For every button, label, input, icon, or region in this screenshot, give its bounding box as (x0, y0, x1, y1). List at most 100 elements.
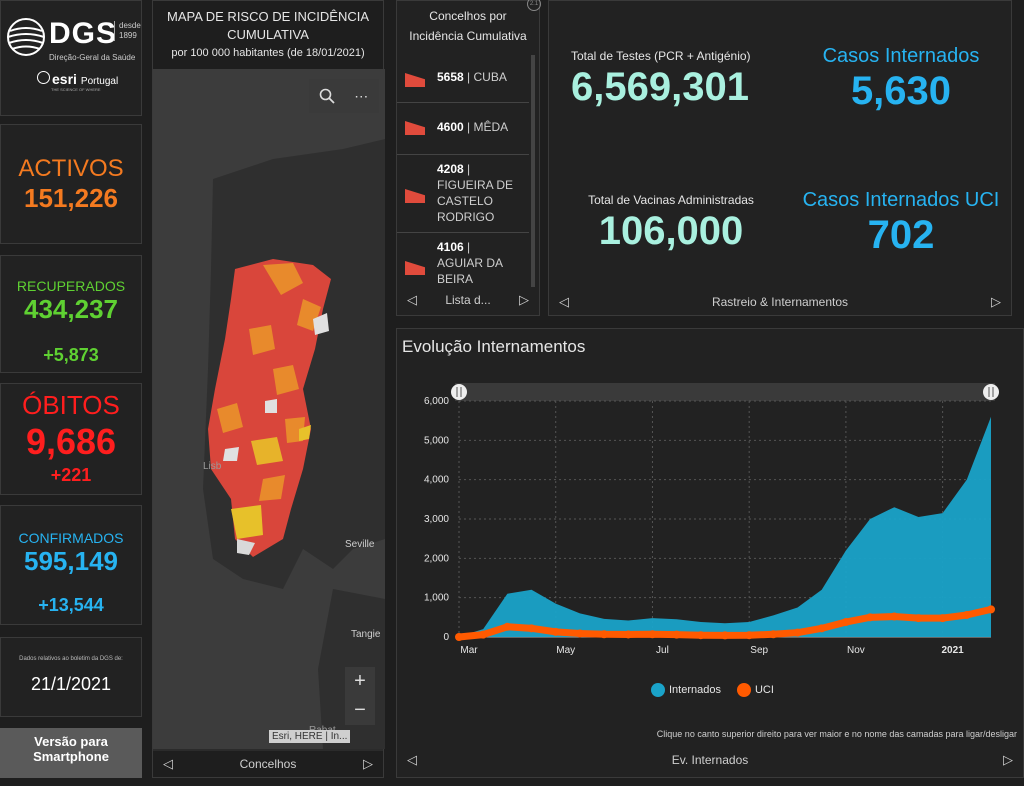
indicators-prev-arrow-icon[interactable]: ◁ (559, 294, 569, 309)
incidence-swatch-icon (405, 261, 425, 275)
x-tick-label: Jul (656, 645, 669, 656)
uci-point[interactable] (575, 629, 584, 638)
list-next-arrow-icon[interactable]: ▷ (518, 292, 529, 307)
zoom-out-button[interactable]: − (354, 699, 366, 721)
range-slider-track[interactable] (455, 383, 995, 401)
legend-uci-label[interactable]: UCI (754, 684, 774, 696)
map-label-seville: Seville (345, 539, 375, 550)
map-attribution[interactable]: Esri, HERE | In... (269, 730, 351, 743)
obitos-card: ÓBITOS 9,686 +221 (0, 383, 142, 495)
uci-point[interactable] (866, 613, 875, 622)
chart-hint: Clique no canto superior direito para ve… (656, 729, 1017, 739)
smartphone-version-button[interactable]: Versão para Smartphone (0, 728, 142, 778)
chart-prev-arrow-icon[interactable]: ◁ (407, 752, 417, 767)
recuperados-label: RECUPERADOS (16, 278, 126, 294)
uci-value: 702 (867, 213, 935, 257)
list-header-line2: Incidência Cumulativa (409, 29, 527, 43)
uci-point[interactable] (624, 630, 633, 639)
chart-panel: Evolução Internamentos 0 1,000 2,000 3,000 4… (396, 328, 1024, 778)
dgs-globe-icon (7, 18, 45, 56)
list-scrollbar[interactable] (531, 55, 535, 287)
chart-series[interactable] (455, 416, 995, 641)
list-badge-icon: 2.1 (527, 0, 541, 11)
uci-point[interactable] (793, 628, 802, 637)
zoom-controls: + − (345, 667, 375, 725)
incidence-swatch-icon (405, 121, 425, 135)
activos-label: ACTIVOS (18, 155, 124, 182)
uci-point[interactable] (721, 631, 729, 640)
incidence-swatch-icon (405, 189, 425, 203)
recuperados-value: 434,237 (24, 294, 118, 324)
desde-label: desde 1899 (114, 21, 141, 41)
map-toolbar: ⋯ (309, 79, 379, 113)
x-tick-label: 2021 (942, 645, 965, 656)
incidence-swatch-icon (405, 73, 425, 87)
chart-nav: ◁ Ev. Internados ▷ (397, 747, 1023, 773)
legend-uci-swatch-icon[interactable] (736, 683, 751, 697)
chart-nav-label: Ev. Internados (671, 753, 749, 767)
chart-y-axis: 0 1,000 2,000 3,000 4,000 5,000 6,000 (424, 396, 449, 643)
range-slider-right-handle[interactable] (983, 384, 999, 400)
uci-point[interactable] (600, 630, 609, 639)
y-tick-label: 5,000 (424, 435, 449, 446)
list-nav: ◁ Lista d... ▷ (397, 287, 539, 313)
list-header: Concelhos por Incidência Cumulativa (397, 1, 539, 51)
uci-point[interactable] (672, 630, 681, 639)
indicators-next-arrow-icon[interactable]: ▷ (990, 294, 1001, 309)
obitos-value: 9,686 (25, 421, 117, 462)
legend-internados-swatch-icon[interactable] (651, 683, 665, 697)
brand-panel: DGS desde 1899 Direção-Geral da Saúde esr… (0, 0, 142, 116)
list-items: 5658 | CUBA 4600 | MÊDA 4208 | FIGUEIRA D… (397, 55, 529, 289)
map-header: MAPA DE RISCO DE INCIDÊNCIA CUMULATIVA p… (153, 1, 383, 69)
smartphone-button-line1: Versão para (34, 734, 108, 749)
list-item[interactable]: 4600 | MÊDA (397, 103, 529, 155)
list-item[interactable]: 4208 | FIGUEIRA DE CASTELO RODRIGO (397, 155, 529, 233)
uci-point[interactable] (745, 631, 754, 640)
map-prev-arrow-icon[interactable]: ◁ (163, 756, 173, 771)
uci-point[interactable] (841, 618, 850, 627)
uci-point[interactable] (914, 614, 923, 623)
portugal-map[interactable]: Lisb Seville Tangie Rabat (153, 69, 385, 749)
list-prev-arrow-icon[interactable]: ◁ (407, 292, 417, 307)
uci-point[interactable] (551, 627, 560, 636)
chart-legend: Internados UCI (651, 683, 774, 697)
y-tick-label: 3,000 (424, 514, 449, 525)
esri-logo: esri Portugal (37, 71, 118, 87)
search-icon[interactable] (319, 88, 335, 104)
more-options-icon[interactable]: ⋯ (354, 87, 370, 104)
zoom-in-button[interactable]: + (354, 670, 366, 692)
legend-internados-label[interactable]: Internados (669, 684, 721, 696)
uci-point[interactable] (938, 614, 947, 623)
uci-point[interactable] (890, 612, 899, 621)
uci-point[interactable] (503, 622, 512, 631)
uci-point[interactable] (527, 624, 536, 633)
indicators-nav: ◁ Rastreio & Internamentos ▷ (549, 289, 1011, 315)
uci-point[interactable] (479, 630, 488, 639)
map-next-arrow-icon[interactable]: ▷ (362, 756, 373, 771)
uci-point[interactable] (769, 630, 778, 639)
range-slider-left-handle[interactable] (451, 384, 467, 400)
concelhos-layer[interactable] (208, 259, 331, 557)
y-tick-label: 2,000 (424, 553, 449, 564)
map-title-line2: CUMULATIVA (227, 27, 309, 42)
obitos-label: ÓBITOS (22, 390, 120, 420)
list-item[interactable]: 4106 | AGUIAR DA BEIRA (397, 233, 529, 289)
chart-next-arrow-icon[interactable]: ▷ (1003, 752, 1013, 767)
uci-point[interactable] (648, 630, 657, 639)
uci-point[interactable] (962, 610, 971, 619)
uci-point[interactable] (455, 633, 463, 641)
esri-tagline: THE SCIENCE OF WHERE (51, 87, 101, 92)
map-title-line1: MAPA DE RISCO DE INCIDÊNCIA (166, 9, 369, 24)
testes-label: Total de Testes (PCR + Antigénio) (571, 49, 751, 63)
uci-point[interactable] (987, 605, 995, 614)
series-internados-area[interactable] (459, 416, 991, 637)
uci-point[interactable] (817, 624, 826, 633)
uci-point[interactable] (696, 631, 705, 640)
chart-title: Evolução Internamentos (402, 337, 586, 356)
testes-value: 6,569,301 (571, 65, 749, 109)
bulletin-date: 21/1/2021 (30, 674, 112, 694)
y-tick-label: 6,000 (424, 396, 449, 407)
list-item[interactable]: 5658 | CUBA (397, 55, 529, 103)
internamentos-chart[interactable]: 0 1,000 2,000 3,000 4,000 5,000 6,000 Mar May Ju… (397, 375, 1024, 755)
internados-value: 5,630 (850, 69, 952, 113)
